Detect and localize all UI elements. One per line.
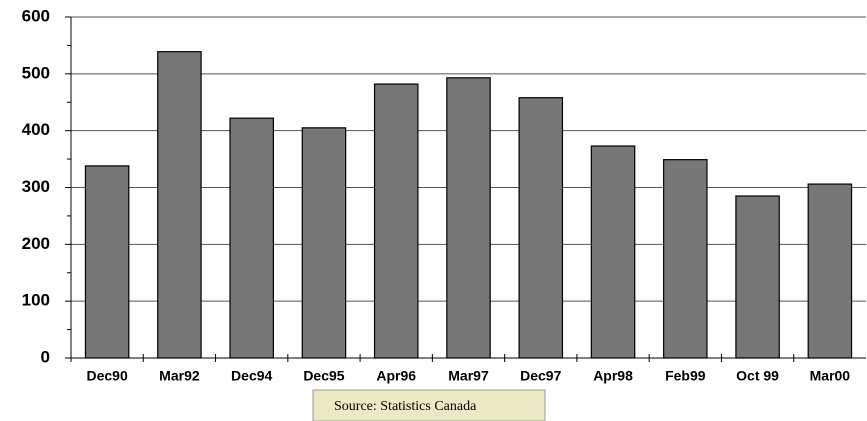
x-tick-label: Dec97 xyxy=(520,368,561,384)
bar xyxy=(157,51,202,359)
bar xyxy=(663,159,708,359)
y-tick-label: 200 xyxy=(22,234,50,253)
x-tick-label: Mar92 xyxy=(159,368,200,384)
x-tick-label: Feb99 xyxy=(665,368,706,384)
bar xyxy=(518,97,564,359)
y-tick-label: 0 xyxy=(41,347,50,366)
x-tick-label: Dec94 xyxy=(231,368,272,384)
source-box xyxy=(312,389,546,421)
bar xyxy=(373,83,419,359)
bar xyxy=(301,127,347,359)
x-tick-label: Apr96 xyxy=(376,368,416,384)
bar xyxy=(84,165,130,359)
x-tick-label: Apr98 xyxy=(593,368,633,384)
x-tick-label: Dec90 xyxy=(87,368,128,384)
y-tick-label: 600 xyxy=(22,6,50,25)
x-tick-label: Oct 99 xyxy=(736,368,779,384)
bar xyxy=(735,195,780,359)
bar xyxy=(807,183,853,359)
y-tick-label: 400 xyxy=(22,120,50,139)
x-tick-label: Mar00 xyxy=(810,368,851,384)
y-tick-label: 500 xyxy=(22,63,50,82)
bar xyxy=(229,117,274,359)
y-tick-label: 300 xyxy=(22,177,50,196)
x-tick-label: Mar97 xyxy=(448,368,489,384)
source-note: Source: Statistics Canada xyxy=(334,399,477,414)
bar xyxy=(446,77,491,359)
bar xyxy=(590,145,636,359)
y-tick-label: 100 xyxy=(22,291,50,310)
x-tick-label: Dec95 xyxy=(303,368,344,384)
